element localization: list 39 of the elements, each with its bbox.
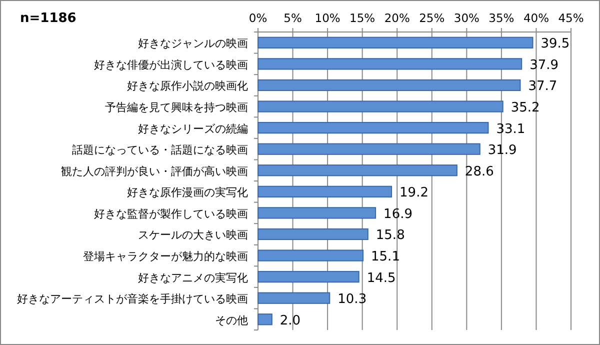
y-tick-label: 話題になっている・話題になる映画 xyxy=(72,144,248,157)
x-tick-label: 10% xyxy=(314,11,340,25)
y-tick-label: 好きなシリーズの続編 xyxy=(138,122,248,136)
data-label: 14.5 xyxy=(366,270,396,286)
data-label: 37.9 xyxy=(530,58,559,73)
y-tick-label: 好きなアーティストが音楽を手掛けている映画 xyxy=(17,292,248,306)
y-tick-label: スケールの大きい映画 xyxy=(138,228,248,242)
data-label: 33.1 xyxy=(496,122,526,137)
x-tick-label: 15% xyxy=(350,11,376,25)
data-label: 39.5 xyxy=(540,36,570,52)
x-tick-label: 45% xyxy=(558,11,584,25)
y-tick-label: その他 xyxy=(215,314,248,327)
x-tick-label: 5% xyxy=(284,11,302,25)
x-tick-label: 35% xyxy=(488,11,514,25)
data-label: 28.6 xyxy=(464,164,494,180)
y-tick-label: 好きなジャンルの映画 xyxy=(138,37,248,50)
y-tick-label: 好きな監督が製作している映画 xyxy=(94,207,248,220)
y-tick-label: 好きな俳優が出演している映画 xyxy=(94,58,248,72)
data-label: 10.3 xyxy=(338,292,367,308)
x-tick-label: 40% xyxy=(523,11,550,25)
data-label: 15.8 xyxy=(376,228,405,244)
y-tick-label: 予告編を見て興味を持つ映画 xyxy=(105,101,248,114)
y-tick-label: 好きな原作漫画の実写化 xyxy=(127,186,248,200)
data-label: 2.0 xyxy=(280,313,301,328)
data-label: 15.1 xyxy=(371,250,400,264)
x-tick-label: 20% xyxy=(384,11,410,25)
x-tick-label: 30% xyxy=(454,11,480,25)
data-label: 35.2 xyxy=(510,100,540,116)
y-tick-label: 好きな原作小説の映画化 xyxy=(127,80,248,93)
y-tick-label: 好きなアニメの実写化 xyxy=(138,271,248,284)
data-label: 19.2 xyxy=(400,186,428,201)
data-label: 16.9 xyxy=(384,206,412,222)
text: n=1186 xyxy=(20,11,76,26)
x-tick-label: 0% xyxy=(248,11,268,25)
data-label: 31.9 xyxy=(488,143,517,158)
x-tick-label: 25% xyxy=(419,11,445,25)
data-label: 37.7 xyxy=(528,79,558,94)
y-tick-label: 登場キャラクターが魅力的な映画 xyxy=(83,250,248,263)
y-tick-label: 観た人の評判が良い・評価が高い映画 xyxy=(61,164,248,178)
